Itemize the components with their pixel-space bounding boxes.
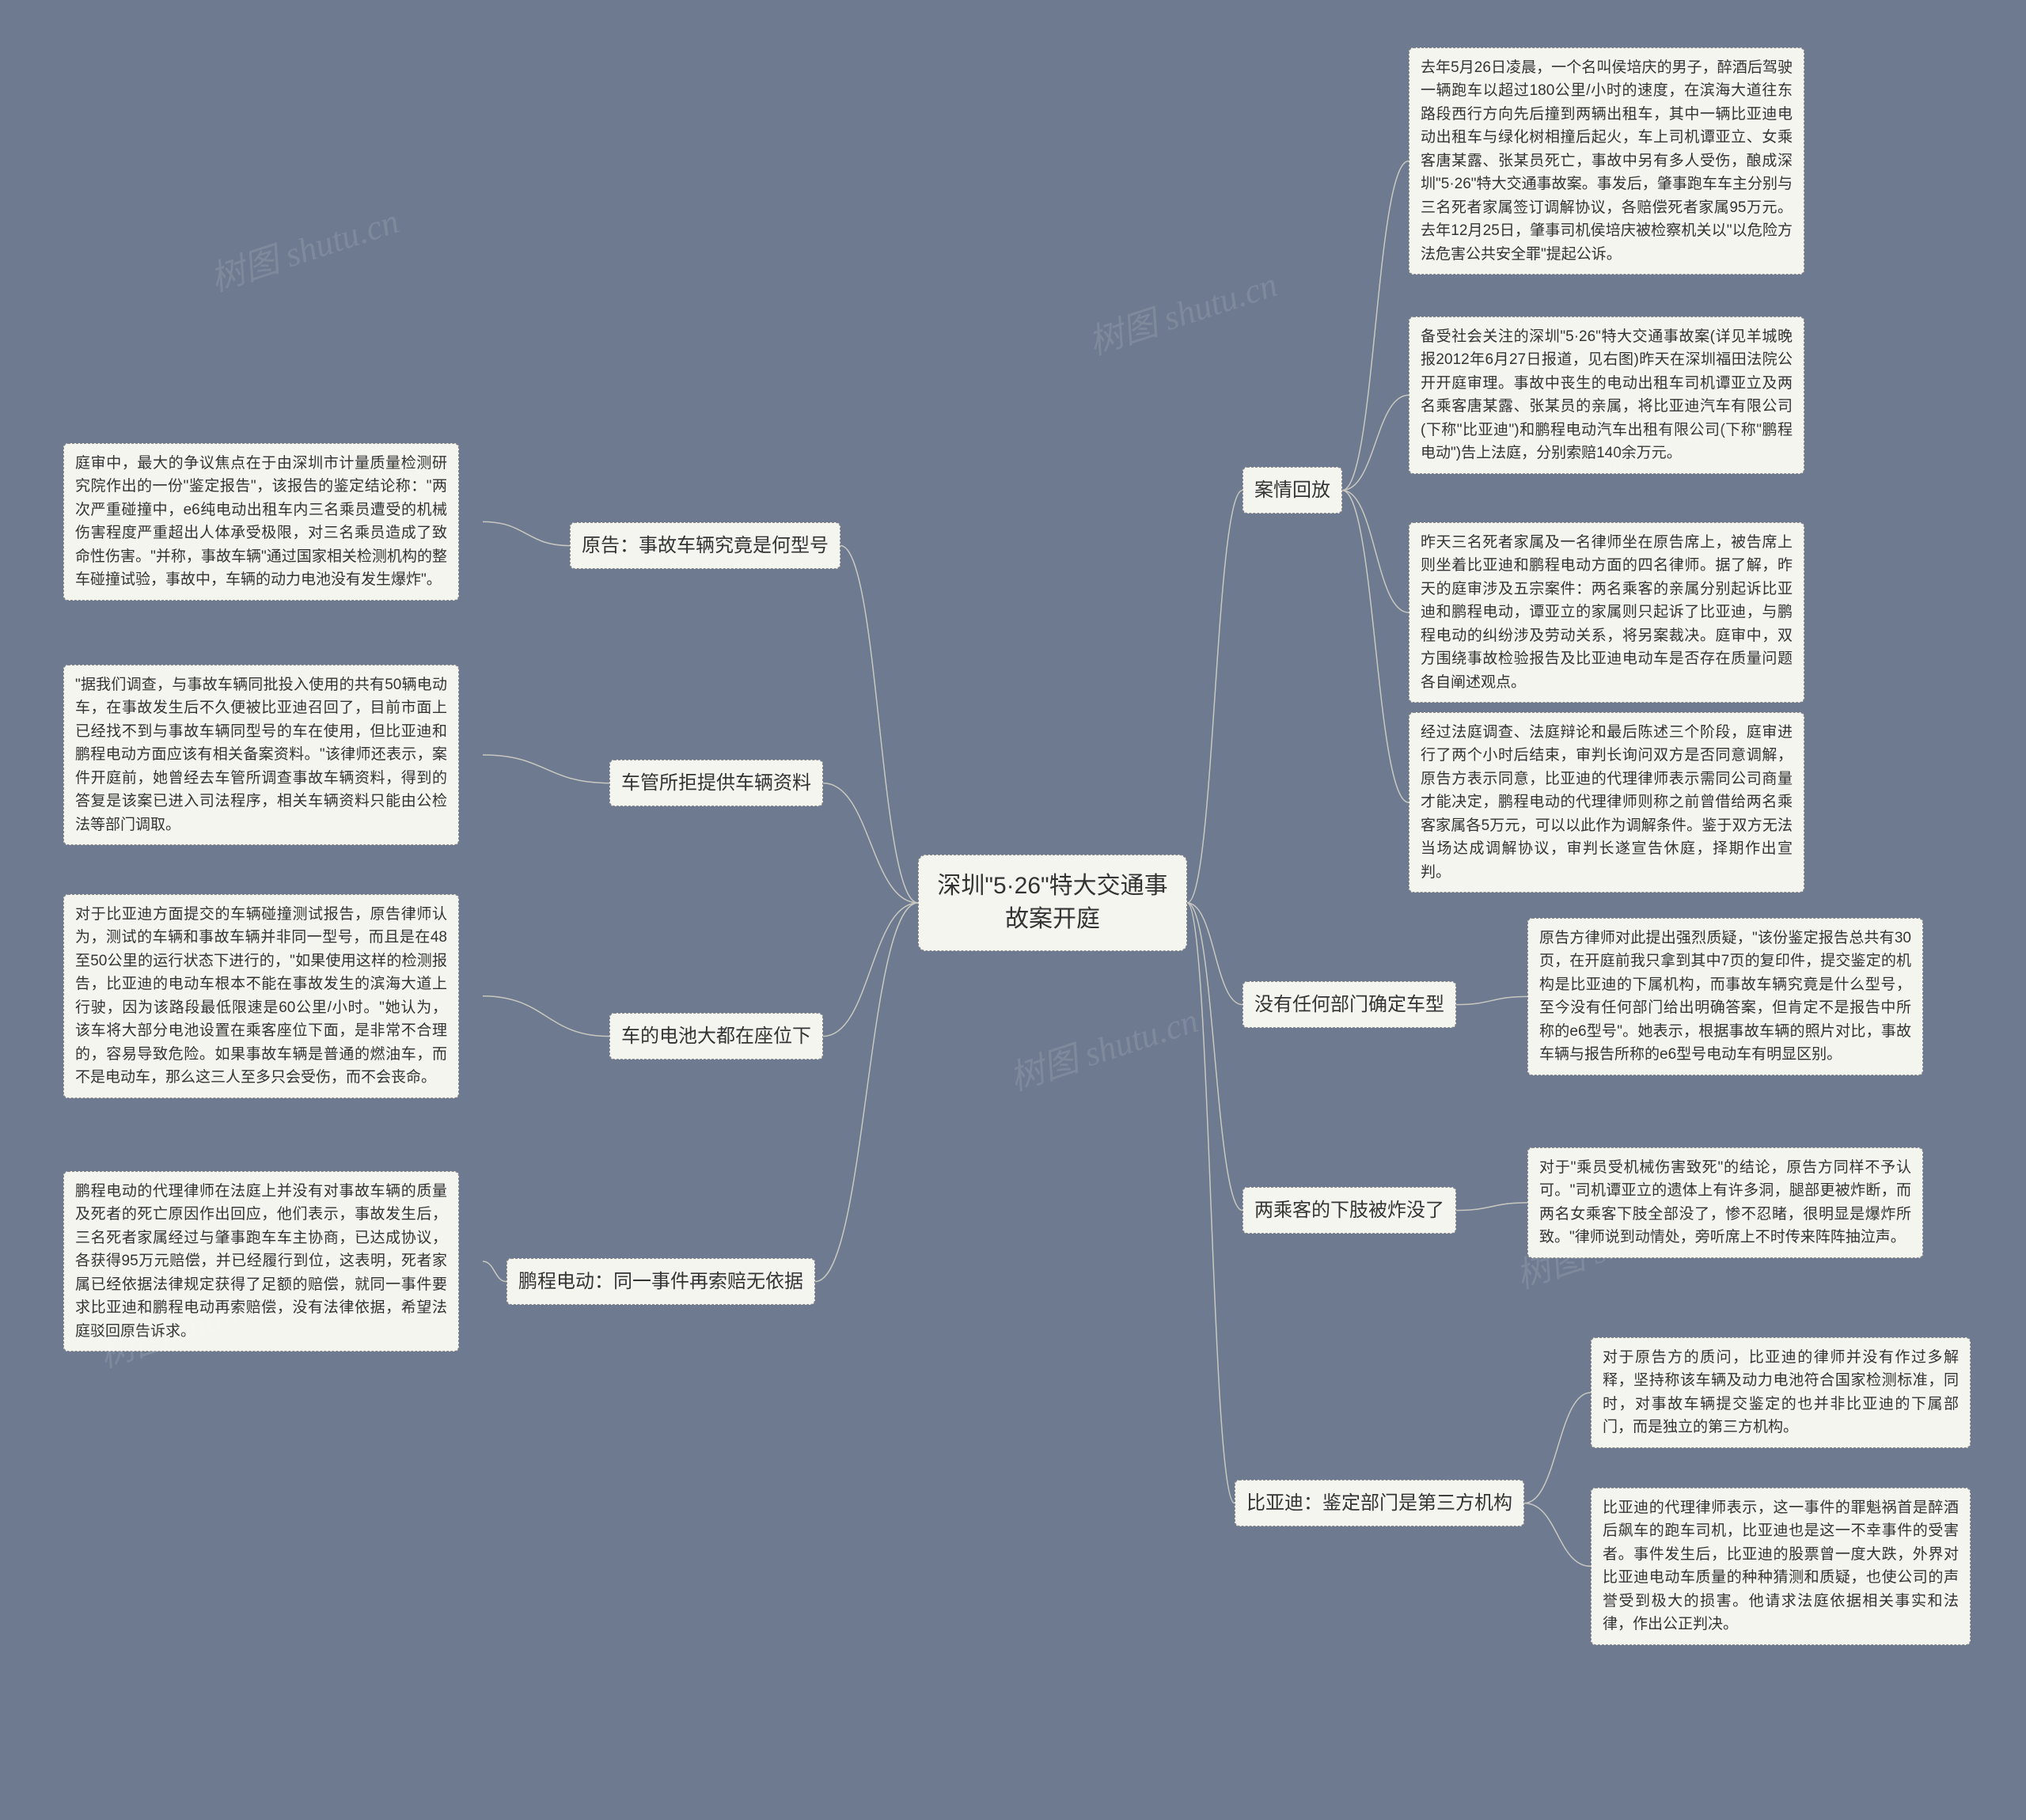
leaf-right-3-1: 比亚迪的代理律师表示，这一事件的罪魁祸首是醉酒后飙车的跑车司机，比亚迪也是这一不… — [1591, 1488, 1971, 1645]
leaf-left-3-0: 鹏程电动的代理律师在法庭上并没有对事故车辆的质量及死者的死亡原因作出回应，他们表… — [63, 1171, 459, 1352]
watermark: 树图 shutu.cn — [1081, 256, 1283, 364]
branch-right-1: 没有任何部门确定车型 — [1243, 981, 1456, 1028]
leaf-right-1-0: 原告方律师对此提出强烈质疑，"该份鉴定报告总共有30页，在开庭前我只拿到其中7页… — [1527, 918, 1923, 1075]
branch-left-0: 原告：事故车辆究竟是何型号 — [570, 522, 840, 569]
leaf-left-1-0: "据我们调查，与事故车辆同批投入使用的共有50辆电动车，在事故发生后不久便被比亚… — [63, 665, 459, 845]
leaf-left-2-0: 对于比亚迪方面提交的车辆碰撞测试报告，原告律师认为，测试的车辆和事故车辆并非同一… — [63, 894, 459, 1098]
branch-left-1: 车管所拒提供车辆资料 — [609, 760, 823, 806]
leaf-right-0-3: 经过法庭调查、法庭辩论和最后陈述三个阶段，庭审进行了两个小时后结束，审判长询问双… — [1409, 712, 1804, 893]
watermark: 树图 shutu.cn — [203, 192, 404, 301]
watermark: 树图 shutu.cn — [1002, 992, 1204, 1100]
leaf-right-2-0: 对于"乘员受机械伤害致死"的结论，原告方同样不予认可。"司机谭亚立的遗体上有许多… — [1527, 1147, 1923, 1258]
center-node: 深圳"5·26"特大交通事故案开庭 — [918, 855, 1187, 951]
leaf-right-3-0: 对于原告方的质问，比亚迪的律师并没有作过多解释，坚持称该车辆及动力电池符合国家检… — [1591, 1337, 1971, 1448]
branch-left-2: 车的电池大都在座位下 — [609, 1013, 823, 1060]
branch-left-3: 鹏程电动：同一事件再索赔无依据 — [506, 1258, 815, 1305]
branch-right-2: 两乘客的下肢被炸没了 — [1243, 1187, 1456, 1234]
branch-right-0: 案情回放 — [1243, 467, 1342, 514]
leaf-left-0-0: 庭审中，最大的争议焦点在于由深圳市计量质量检测研究院作出的一份"鉴定报告"，该报… — [63, 443, 459, 601]
branch-right-3: 比亚迪：鉴定部门是第三方机构 — [1235, 1480, 1524, 1526]
leaf-right-0-0: 去年5月26日凌晨，一个名叫侯培庆的男子，醉酒后驾驶一辆跑车以超过180公里/小… — [1409, 47, 1804, 275]
leaf-right-0-2: 昨天三名死者家属及一名律师坐在原告席上，被告席上则坐着比亚迪和鹏程电动方面的四名… — [1409, 522, 1804, 703]
leaf-right-0-1: 备受社会关注的深圳"5·26"特大交通事故案(详见羊城晚报2012年6月27日报… — [1409, 317, 1804, 474]
